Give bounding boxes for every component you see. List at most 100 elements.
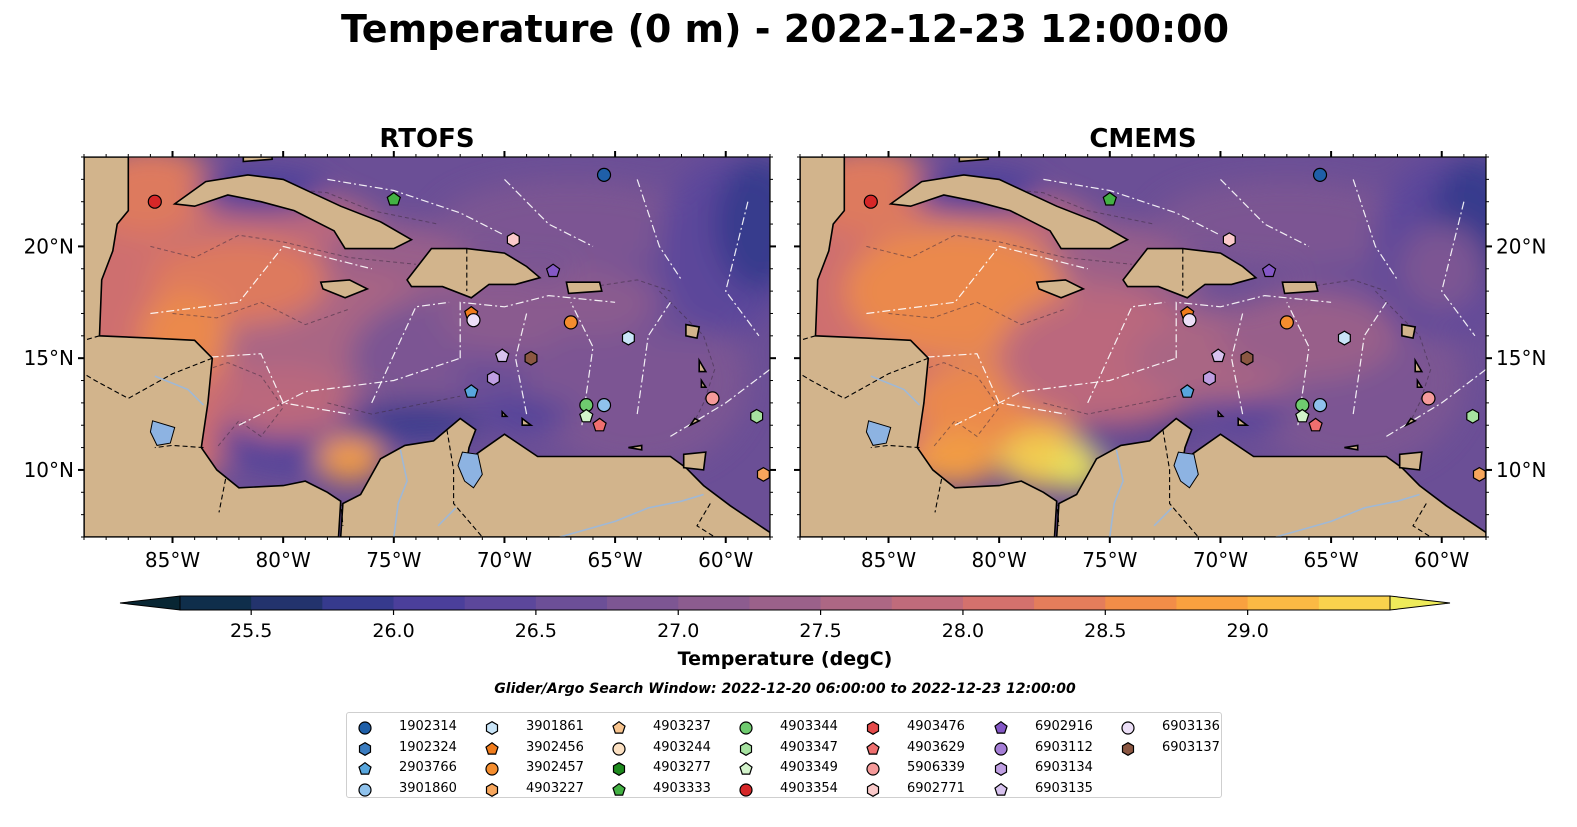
river (1275, 493, 1420, 537)
land (1344, 444, 1359, 451)
hexagon-marker-icon (866, 721, 880, 735)
colorbar-bin (180, 596, 252, 610)
legend-label: 6903137 (1162, 739, 1220, 755)
x-tick-label: 60°W (1414, 548, 1469, 572)
country-border (696, 503, 715, 537)
land (1237, 416, 1250, 426)
legend-label: 4903344 (780, 719, 838, 734)
legend-marker (1121, 741, 1135, 756)
temperature-patch (1154, 179, 1420, 269)
x-tick-label: 60°W (698, 548, 753, 572)
colorbar-tick-label: 27.0 (657, 620, 699, 642)
colorbar-bin (891, 596, 964, 610)
legend-label: 2903766 (399, 760, 457, 775)
circle-marker-icon (1121, 721, 1135, 735)
colorbar-bin (749, 596, 822, 610)
circle-marker-icon (612, 741, 626, 756)
pentagon-marker-icon (994, 782, 1008, 796)
hexagon-marker-icon (485, 721, 499, 735)
river (1153, 507, 1173, 527)
float-3901861 (1337, 330, 1351, 346)
legend-label: 4903244 (653, 739, 711, 755)
land (501, 409, 509, 418)
x-tick-label: 70°W (1193, 548, 1248, 572)
river (559, 493, 704, 537)
country-border (1412, 503, 1431, 537)
pentagon-marker-icon (866, 741, 880, 755)
country-border (1056, 501, 1060, 526)
eez-boundary (910, 353, 1066, 415)
land (800, 157, 1058, 537)
float-5906339 (1421, 391, 1436, 406)
bathymetry-contour (172, 301, 350, 326)
legend-marker (358, 761, 372, 775)
temperature-patch (844, 224, 1066, 359)
legend-label: 4903237 (653, 719, 711, 734)
colorbar-frame (179, 595, 1391, 611)
map-frame (799, 156, 1487, 538)
eez-boundary (194, 353, 350, 415)
eez-boundary (866, 245, 1088, 315)
land (406, 247, 542, 299)
circle-marker-icon (485, 762, 499, 776)
eez-boundary (1286, 302, 1310, 426)
x-tick-label: 85°W (145, 548, 200, 572)
land (1403, 417, 1417, 428)
colorbar-bin (393, 596, 466, 610)
legend-marker (994, 782, 1008, 796)
colorbar-extend-max (1389, 595, 1451, 611)
legend-marker (358, 721, 372, 735)
hexagon-marker-icon (994, 762, 1008, 776)
legend-label: 5906339 (907, 760, 965, 775)
country-border (1162, 429, 1199, 537)
land (888, 174, 1130, 250)
pentagon-marker-icon (485, 741, 499, 755)
y-tick-label: 15°N (24, 346, 74, 370)
pentagon-marker-icon (739, 761, 753, 775)
figure-title: Temperature (0 m) - 2022-12-23 12:00:00 (341, 7, 1229, 51)
legend-marker (994, 762, 1008, 776)
eez-boundary (1230, 313, 1244, 415)
float-4903227 (1472, 466, 1486, 482)
legend-label: 3902457 (526, 760, 584, 775)
land (1122, 247, 1258, 299)
bathymetry-contour (592, 279, 671, 292)
legend-label: 4903629 (907, 739, 965, 755)
float-4903333 (1102, 191, 1118, 206)
float-3902457 (563, 315, 578, 330)
float-4903347 (750, 408, 764, 424)
legend-marker (612, 762, 626, 776)
legend-label: 4903476 (907, 719, 965, 734)
temperature-patch (1397, 224, 1486, 314)
legend-label: 4903347 (780, 739, 838, 755)
eez-boundary (1352, 179, 1399, 281)
legend-marker (612, 782, 626, 796)
x-tick-label: 70°W (477, 548, 532, 572)
x-tick-label: 85°W (861, 548, 916, 572)
float-6903137 (524, 350, 538, 366)
river (1109, 449, 1124, 537)
float-6903136 (1182, 313, 1197, 328)
x-tick-label: 65°W (1303, 548, 1358, 572)
map-panel-rtofs: 85°W 80°W 75°W 70°W 65°W 60°W 20°N 15°N 10°N (24, 151, 776, 572)
country-border (800, 335, 816, 341)
eez-boundary (238, 357, 461, 426)
float-4903354 (147, 194, 162, 209)
legend-marker (739, 761, 753, 775)
land (958, 157, 989, 163)
bathymetry-contour (1043, 395, 1177, 415)
float-3902457 (1279, 315, 1294, 330)
colorbar-bin (535, 596, 608, 610)
pentagon-marker-icon (612, 782, 626, 796)
map-area (84, 157, 770, 537)
legend-marker (866, 721, 880, 735)
land (1414, 357, 1424, 373)
legend-marker (866, 782, 880, 797)
eez-boundary (459, 294, 616, 359)
y-tick-label: 10°N (24, 458, 74, 482)
river (393, 449, 408, 537)
y-tick-label: 20°N (24, 234, 74, 258)
legend-marker (1121, 721, 1135, 735)
float-3901860 (596, 398, 612, 413)
colorbar-bin (1247, 596, 1320, 610)
